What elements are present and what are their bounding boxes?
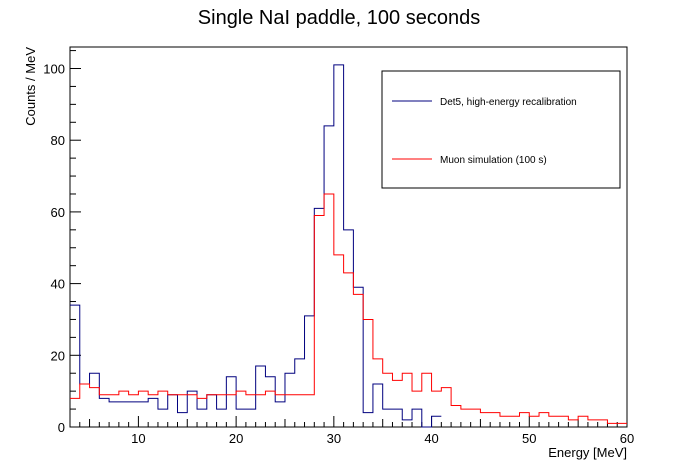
legend: Det5, high-energy recalibration Muon simu…: [381, 70, 621, 189]
legend-label: Muon simulation (100 s): [440, 155, 547, 166]
series-layer: [70, 64, 627, 428]
legend-box: [381, 70, 621, 189]
x-tick-label: 20: [229, 431, 243, 446]
y-tick-label: 100: [43, 62, 65, 77]
x-axis-tick-labels: 10 20 30 40 50 60: [131, 431, 634, 446]
y-axis-tick-labels: 0 20 40 60 80 100: [43, 62, 65, 435]
x-tick-label: 10: [131, 431, 145, 446]
y-axis-ticks: [70, 50, 81, 428]
x-tick-label: 50: [522, 431, 536, 446]
y-tick-label: 0: [58, 420, 65, 435]
x-tick-label: 40: [424, 431, 438, 446]
x-axis-label: Energy [MeV]: [548, 445, 627, 460]
x-tick-label: 60: [620, 431, 634, 446]
y-tick-label: 80: [51, 133, 65, 148]
y-tick-label: 20: [51, 348, 65, 363]
x-tick-label: 30: [327, 431, 341, 446]
y-axis-label: Counts / MeV: [23, 47, 38, 126]
series-line-1: [70, 64, 442, 428]
chart-title: Single NaI paddle, 100 seconds: [198, 7, 480, 29]
series-line-2: [70, 193, 627, 424]
plot-frame: [69, 46, 628, 428]
x-axis-ticks: [69, 416, 628, 427]
y-tick-label: 40: [51, 277, 65, 292]
legend-label: Det5, high-energy recalibration: [440, 97, 577, 108]
y-tick-label: 60: [51, 205, 65, 220]
